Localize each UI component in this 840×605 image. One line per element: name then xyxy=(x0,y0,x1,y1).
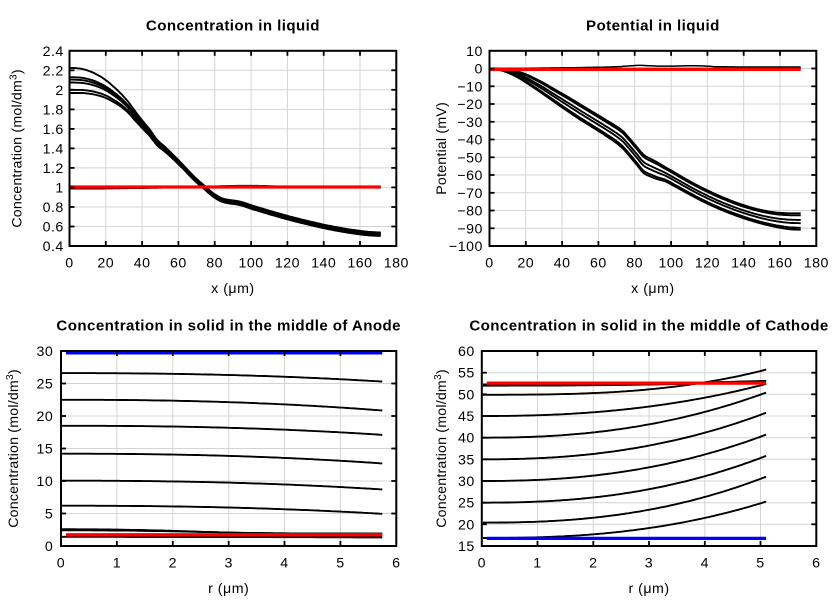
svg-text:0: 0 xyxy=(485,256,493,272)
svg-text:−30: −30 xyxy=(457,115,483,131)
svg-text:6: 6 xyxy=(812,556,820,572)
svg-text:6: 6 xyxy=(392,556,400,572)
svg-text:Potential in liquid: Potential in liquid xyxy=(586,18,720,35)
svg-text:20: 20 xyxy=(37,409,54,425)
svg-text:80: 80 xyxy=(626,256,643,272)
svg-text:15: 15 xyxy=(37,442,54,458)
svg-text:10: 10 xyxy=(466,44,483,60)
svg-text:Concentration (mol/dm3): Concentration (mol/dm3) xyxy=(433,369,450,528)
svg-text:1: 1 xyxy=(533,556,541,572)
svg-text:x (μm): x (μm) xyxy=(211,281,254,297)
svg-text:2.4: 2.4 xyxy=(43,44,64,60)
svg-text:0: 0 xyxy=(65,256,73,272)
svg-text:0: 0 xyxy=(57,556,65,572)
svg-text:100: 100 xyxy=(659,256,684,272)
svg-text:r (μm): r (μm) xyxy=(628,581,669,597)
svg-text:40: 40 xyxy=(458,431,475,447)
svg-text:25: 25 xyxy=(37,377,54,393)
svg-text:20: 20 xyxy=(97,256,114,272)
svg-text:0: 0 xyxy=(45,539,53,555)
svg-text:0: 0 xyxy=(475,62,483,78)
svg-text:2: 2 xyxy=(55,83,63,99)
svg-text:3: 3 xyxy=(225,556,233,572)
svg-text:Potential (mV): Potential (mV) xyxy=(434,102,450,195)
svg-text:180: 180 xyxy=(804,256,829,272)
svg-text:25: 25 xyxy=(458,496,475,512)
svg-text:0.4: 0.4 xyxy=(43,239,64,255)
svg-text:30: 30 xyxy=(37,344,54,360)
svg-text:5: 5 xyxy=(45,507,53,523)
svg-text:5: 5 xyxy=(336,556,344,572)
svg-text:40: 40 xyxy=(554,256,571,272)
svg-text:−70: −70 xyxy=(457,186,483,202)
svg-text:60: 60 xyxy=(458,344,475,360)
svg-text:15: 15 xyxy=(458,539,475,555)
svg-text:−50: −50 xyxy=(457,150,483,166)
svg-text:−20: −20 xyxy=(457,97,483,113)
svg-text:Concentration in solid in the: Concentration in solid in the middle of … xyxy=(56,318,401,335)
svg-text:2: 2 xyxy=(589,556,597,572)
svg-text:4: 4 xyxy=(280,556,288,572)
svg-text:1: 1 xyxy=(55,180,63,196)
svg-text:40: 40 xyxy=(134,256,151,272)
svg-text:−100: −100 xyxy=(449,239,483,255)
svg-text:55: 55 xyxy=(458,366,475,382)
svg-text:−80: −80 xyxy=(457,204,483,220)
svg-text:−60: −60 xyxy=(457,168,483,184)
svg-text:1.4: 1.4 xyxy=(43,141,64,157)
svg-text:Concentration in solid in the: Concentration in solid in the middle of … xyxy=(469,318,828,335)
svg-text:Concentration (mol/dm3): Concentration (mol/dm3) xyxy=(9,69,26,228)
svg-text:120: 120 xyxy=(275,256,300,272)
svg-text:1.6: 1.6 xyxy=(43,122,64,138)
svg-text:30: 30 xyxy=(458,474,475,490)
svg-text:Concentration (mol/dm3): Concentration (mol/dm3) xyxy=(5,369,22,528)
svg-text:0: 0 xyxy=(478,556,486,572)
svg-text:160: 160 xyxy=(767,256,792,272)
svg-text:60: 60 xyxy=(590,256,607,272)
svg-text:100: 100 xyxy=(239,256,264,272)
svg-text:60: 60 xyxy=(170,256,187,272)
svg-text:1.2: 1.2 xyxy=(43,161,64,177)
svg-text:4: 4 xyxy=(701,556,709,572)
svg-text:10: 10 xyxy=(37,474,54,490)
svg-text:80: 80 xyxy=(206,256,223,272)
svg-text:0.8: 0.8 xyxy=(43,200,64,216)
svg-text:45: 45 xyxy=(458,409,475,425)
svg-text:20: 20 xyxy=(458,517,475,533)
svg-text:−10: −10 xyxy=(457,79,483,95)
svg-text:−40: −40 xyxy=(457,133,483,149)
svg-text:140: 140 xyxy=(731,256,756,272)
svg-text:120: 120 xyxy=(695,256,720,272)
svg-text:1.8: 1.8 xyxy=(43,102,64,118)
svg-text:2.2: 2.2 xyxy=(43,63,64,79)
svg-text:3: 3 xyxy=(645,556,653,572)
svg-text:35: 35 xyxy=(458,452,475,468)
svg-text:5: 5 xyxy=(756,556,764,572)
svg-text:2: 2 xyxy=(169,556,177,572)
svg-text:x (μm): x (μm) xyxy=(631,281,674,297)
svg-text:180: 180 xyxy=(384,256,409,272)
svg-text:−90: −90 xyxy=(457,221,483,237)
svg-text:50: 50 xyxy=(458,387,475,403)
svg-text:1: 1 xyxy=(113,556,121,572)
svg-text:0.6: 0.6 xyxy=(43,220,64,236)
svg-text:Concentration in liquid: Concentration in liquid xyxy=(146,18,320,35)
svg-text:160: 160 xyxy=(347,256,372,272)
svg-text:140: 140 xyxy=(311,256,336,272)
svg-text:r (μm): r (μm) xyxy=(208,581,249,597)
svg-text:20: 20 xyxy=(517,256,534,272)
